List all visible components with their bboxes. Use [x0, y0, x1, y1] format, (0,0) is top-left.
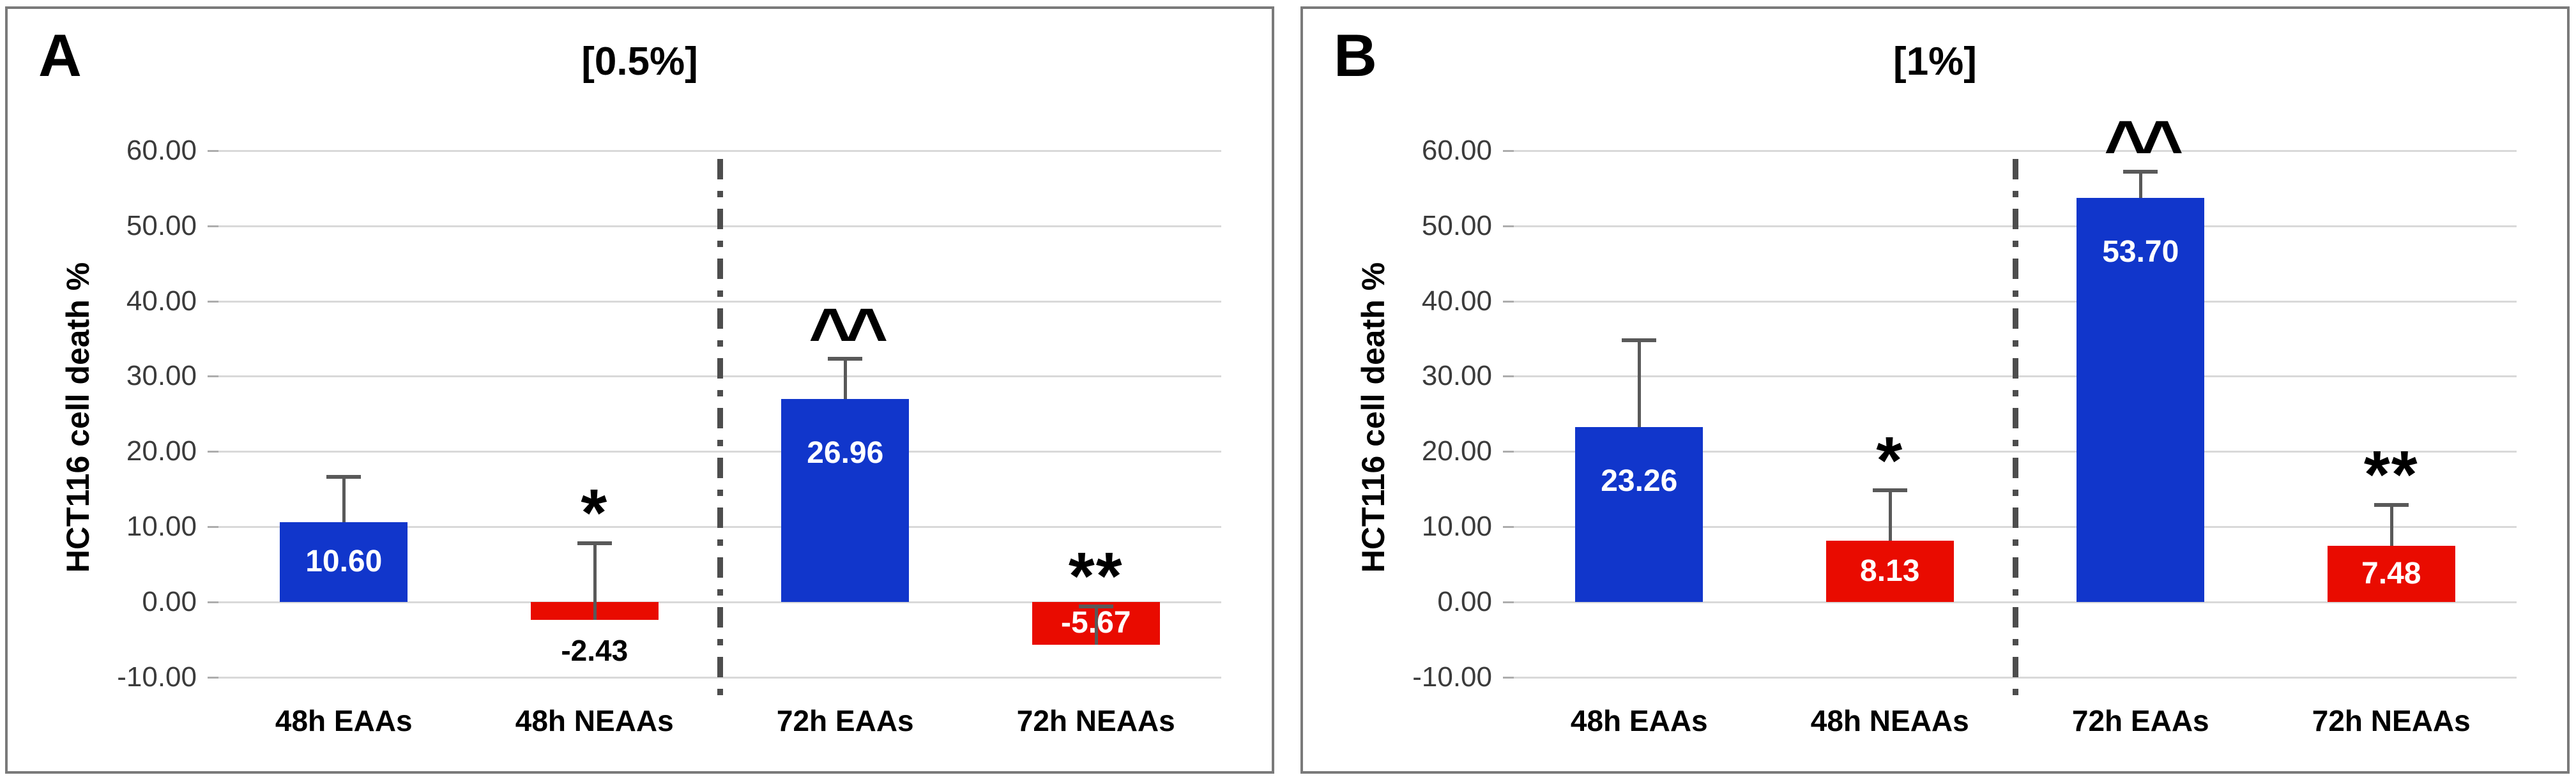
x-category-label: 48h EAAs [1570, 704, 1708, 737]
significance-carets: ^^ [809, 293, 888, 375]
axis-tick [208, 601, 218, 603]
axis-tick [208, 526, 218, 528]
panel-a: A [0.5%] HCT116 cell death % 60.00 50.00 4… [5, 6, 1274, 774]
bar-value-label: 10.60 [305, 545, 383, 579]
x-category-label: 72h EAAs [2071, 704, 2209, 737]
error-bar-cap [1078, 604, 1113, 608]
error-bar [1888, 490, 1892, 541]
bar-48h-neaas [1825, 541, 1954, 602]
error-bar-cap [2123, 169, 2158, 174]
y-tick-label: 30.00 [126, 360, 197, 392]
error-bar-cap [326, 475, 362, 479]
x-category-label: 48h NEAAs [1810, 704, 1969, 737]
axis-tick [1503, 225, 1514, 227]
x-category-label: 48h NEAAs [515, 704, 674, 737]
error-bar-cap [577, 541, 612, 545]
error-bar [342, 477, 346, 522]
error-bar [844, 359, 848, 400]
bar-72h-neaas [2327, 545, 2455, 602]
gridline-y-60 [218, 150, 1221, 152]
error-bar-cap [828, 357, 863, 361]
axis-tick [1503, 451, 1514, 453]
x-category-label: 72h NEAAs [2312, 704, 2471, 737]
panel-letter: A [38, 22, 82, 89]
axis-tick [208, 300, 218, 303]
axis-tick [1503, 375, 1514, 378]
group-divider [717, 159, 723, 698]
axis-tick [1503, 676, 1514, 679]
x-category-label: 72h NEAAs [1016, 704, 1175, 737]
axis-tick [1503, 526, 1514, 528]
bar-value-label: 23.26 [1601, 463, 1678, 498]
axis-tick [208, 676, 218, 679]
bar-72h-eaas [781, 399, 910, 602]
y-tick-label: 20.00 [126, 435, 197, 467]
significance-asterisks: * [1876, 423, 1904, 498]
y-tick-label: 30.00 [1421, 360, 1492, 392]
y-tick-label: 10.00 [1421, 511, 1492, 542]
axis-tick [208, 375, 218, 378]
bar-value-label: 53.70 [2102, 235, 2179, 269]
y-tick-label: -10.00 [1412, 661, 1492, 693]
chart-title: [1%] [1893, 40, 1977, 84]
y-tick-label: 60.00 [126, 135, 197, 166]
error-bar [1094, 606, 1098, 645]
y-tick-label: -10.00 [117, 661, 197, 693]
significance-asterisks: * [581, 476, 609, 551]
axis-tick [1503, 300, 1514, 303]
group-divider [2013, 159, 2018, 698]
y-tick-label: 20.00 [1421, 435, 1492, 467]
axis-tick [208, 225, 218, 227]
error-bar-cap [2374, 502, 2409, 507]
error-bar [593, 543, 597, 620]
axis-tick [208, 150, 218, 152]
gridline-y-60 [1514, 150, 2517, 152]
y-tick-label: 0.00 [1437, 585, 1492, 617]
significance-asterisks: ** [1068, 539, 1124, 614]
y-tick-label: 60.00 [1421, 135, 1492, 166]
plot-area: 60.00 50.00 40.00 30.00 20.00 10.00 0.00 -10.00… [8, 9, 1272, 771]
y-tick-label: 10.00 [126, 511, 197, 542]
y-tick-label: 50.00 [1421, 209, 1492, 241]
error-bar [2139, 171, 2143, 199]
plot-area: 60.00 50.00 40.00 30.00 20.00 10.00 0.00 -10.00… [1303, 9, 2567, 771]
axis-tick [1503, 150, 1514, 152]
panel-b: B [1%] HCT116 cell death % 60.00 50.00 40.… [1300, 6, 2570, 774]
bar-48h-eaas [1575, 426, 1703, 602]
significance-asterisks: ** [2363, 437, 2419, 513]
chart-title: [0.5%] [581, 40, 698, 84]
bar-value-label: 8.13 [1860, 553, 1920, 588]
y-tick-label: 40.00 [1421, 285, 1492, 317]
y-tick-label: 0.00 [142, 585, 197, 617]
bar-value-label: -5.67 [1061, 606, 1131, 640]
panel-letter: B [1334, 22, 1377, 89]
error-bar-cap [1872, 488, 1907, 493]
error-bar [2389, 504, 2393, 546]
x-category-label: 72h EAAs [776, 704, 914, 737]
bar-48h-eaas [280, 522, 408, 602]
bar-value-label: 7.48 [2361, 556, 2421, 590]
error-bar-cap [1622, 338, 1657, 342]
bar-value-label: 26.96 [807, 436, 884, 470]
significance-carets: ^^ [2104, 106, 2183, 188]
y-tick-label: 50.00 [126, 209, 197, 241]
axis-tick [208, 451, 218, 453]
axis-tick [1503, 601, 1514, 603]
error-bar [1638, 340, 1642, 427]
bar-value-label: -2.43 [561, 634, 629, 668]
x-category-label: 48h EAAs [275, 704, 413, 737]
bar-72h-eaas [2077, 198, 2205, 602]
y-tick-label: 40.00 [126, 285, 197, 317]
